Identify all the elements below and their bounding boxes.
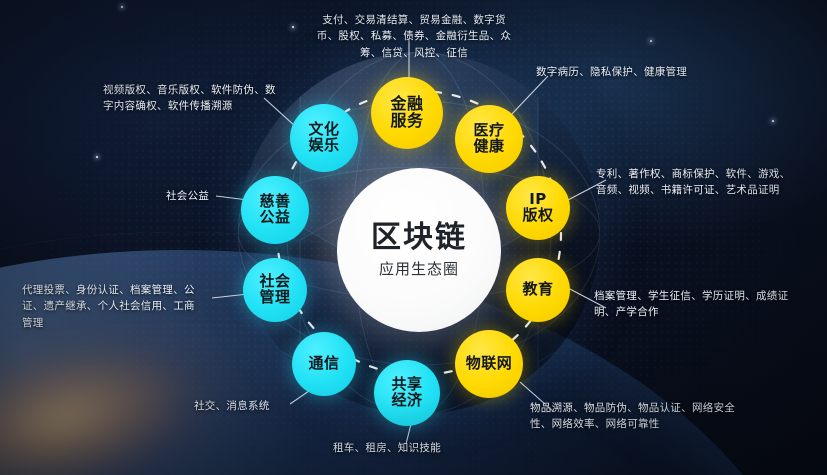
node-iot[interactable]: 物联网: [455, 330, 523, 398]
annotation-finance: 支付、交易清结算、贸易金融、数字货币、股权、私募、债券、金融衍生品、众筹、信贷、…: [316, 14, 512, 59]
node-charity-label: 慈善 公益: [259, 192, 291, 226]
node-ip[interactable]: IP 版权: [506, 176, 570, 240]
node-social-label: 社会 管理: [259, 272, 291, 306]
star-speck: [292, 26, 294, 28]
node-education[interactable]: 教育: [506, 258, 570, 322]
node-social[interactable]: 社会 管理: [243, 258, 307, 322]
star-speck: [772, 120, 774, 122]
annotation-charity: 社会公益: [166, 190, 210, 202]
node-finance[interactable]: 金融 服务: [371, 77, 443, 149]
center-core: 区块链 应用生态圈: [337, 168, 501, 332]
annotation-education: 档案管理、学生征信、学历证明、成绩证明、产学合作: [594, 290, 789, 319]
star-speck: [96, 156, 98, 158]
node-medical[interactable]: 医疗 健康: [455, 105, 523, 173]
node-finance-label: 金融 服务: [390, 94, 424, 130]
annotation-social: 代理投票、身份认证、档案管理、公证、遗产继承、个人社会信用、工商管理: [22, 284, 195, 329]
annotation-comms: 社交、消息系统: [194, 400, 270, 412]
annotation-culture: 视频版权、音乐版权、软件防伪、数字内容确权、软件传播溯源: [103, 84, 276, 113]
star-speck: [121, 6, 123, 8]
annotation-sharing: 租车、租房、知识技能: [333, 442, 441, 454]
node-sharing-label: 共享 经济: [391, 375, 423, 409]
annotation-ip: 专利、著作权、商标保护、软件、游戏、音频、视频、书籍许可证、艺术品证明: [596, 168, 791, 197]
node-iot-label: 物联网: [465, 354, 513, 373]
core-subtitle: 应用生态圈: [378, 260, 459, 278]
node-comms[interactable]: 通信: [292, 332, 356, 396]
node-sharing[interactable]: 共享 经济: [374, 360, 440, 426]
node-culture-label: 文化 娱乐: [308, 120, 340, 154]
node-ip-label: IP 版权: [522, 190, 554, 224]
node-education-label: 教育: [522, 280, 554, 299]
annotation-medical: 数字病历、隐私保护、健康管理: [536, 66, 688, 78]
core-title: 区块链: [371, 220, 467, 255]
node-charity[interactable]: 慈善 公益: [241, 176, 309, 244]
node-culture[interactable]: 文化 娱乐: [290, 104, 358, 172]
node-comms-label: 通信: [308, 354, 340, 373]
star-speck: [650, 40, 652, 42]
node-medical-label: 医疗 健康: [473, 121, 505, 155]
annotation-iot: 物品溯源、物品防伪、物品认证、网络安全性、网络效率、网络可靠性: [530, 402, 736, 431]
